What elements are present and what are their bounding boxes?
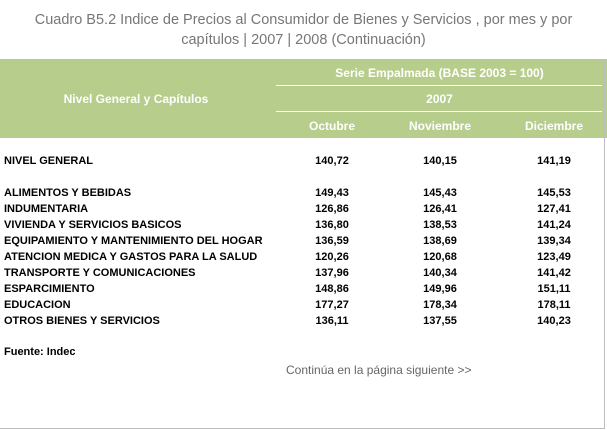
month-header-octubre: Octubre [308,118,355,133]
row-label: EQUIPAMIENTO Y MANTENIMIENTO DEL HOGAR [4,235,263,247]
frame-right-border [604,59,605,429]
cell-octubre: 136,80 [315,219,349,231]
month-header-diciembre: Diciembre [524,118,584,133]
table-row: INDUMENTARIA 126,86 126,41 127,41 [0,201,607,217]
row-label: INDUMENTARIA [4,203,89,215]
cell-diciembre: 123,49 [537,251,571,263]
cell-octubre: 177,27 [315,299,349,311]
row-label: ATENCION MEDICA Y GASTOS PARA LA SALUD [4,251,258,263]
cell-noviembre: 140,34 [423,267,457,279]
row-label: ESPARCIMIENTO [4,283,95,295]
row-label: VIVIENDA Y SERVICIOS BASICOS [4,219,182,231]
row-label-header: Nivel General y Capítulos [63,91,209,106]
cell-noviembre: 120,68 [423,251,457,263]
cell-diciembre: 140,23 [537,315,571,327]
table-row: NIVEL GENERAL 140,72 140,15 141,19 [0,153,607,169]
cell-octubre: 136,11 [315,315,349,327]
table-row: ESPARCIMIENTO 148,86 149,96 151,11 [0,281,607,297]
row-label: EDUCACION [4,299,71,311]
cell-octubre: 120,26 [315,251,349,263]
row-label: ALIMENTOS Y BEBIDAS [4,187,132,199]
table-row: ATENCION MEDICA Y GASTOS PARA LA SALUD 1… [0,249,607,265]
cell-diciembre: 145,53 [537,187,571,199]
table-row: ALIMENTOS Y BEBIDAS 149,43 145,43 145,53 [0,185,607,201]
cell-diciembre: 141,42 [537,267,571,279]
cell-noviembre: 145,43 [423,187,457,199]
cell-octubre: 126,86 [315,203,349,215]
cell-octubre: 140,72 [315,155,349,167]
cell-diciembre: 151,11 [537,283,571,295]
cell-octubre: 148,86 [315,283,349,295]
frame-bottom-border [0,428,605,429]
table-row: OTROS BIENES Y SERVICIOS 136,11 137,55 1… [0,313,607,329]
cell-diciembre: 178,11 [537,299,571,311]
title-line-1: Cuadro B5.2 Indice de Precios al Consumi… [34,12,573,28]
header-divider-1 [276,85,602,86]
year-header: 2007 [426,91,453,106]
row-label: NIVEL GENERAL [4,155,94,167]
table-row: VIVIENDA Y SERVICIOS BASICOS 136,80 138,… [0,217,607,233]
row-label: TRANSPORTE Y COMUNICACIONES [4,267,196,279]
cell-noviembre: 138,69 [423,235,457,247]
table-row: EDUCACION 177,27 178,34 178,11 [0,297,607,313]
series-header: Serie Empalmada (BASE 2003 = 100) [335,65,544,80]
next-page-link[interactable]: Continúa en la página siguiente >> [286,363,472,377]
title-line-2: capítulos | 2007 | 2008 (Continuación) [181,32,426,48]
table-row: TRANSPORTE Y COMUNICACIONES 137,96 140,3… [0,265,607,281]
cell-noviembre: 138,53 [423,219,457,231]
cell-noviembre: 126,41 [423,203,457,215]
month-header-noviembre: Noviembre [408,118,472,133]
row-label: OTROS BIENES Y SERVICIOS [4,315,160,327]
cell-diciembre: 127,41 [537,203,571,215]
cell-octubre: 137,96 [315,267,349,279]
cell-octubre: 136,59 [315,235,349,247]
cell-diciembre: 139,34 [537,235,571,247]
header-divider-2 [276,111,602,112]
table-header: Nivel General y Capítulos Serie Empalmad… [0,59,607,138]
cell-diciembre: 141,24 [537,219,571,231]
table-title: Cuadro B5.2 Indice de Precios al Consumi… [0,10,607,50]
table-row: EQUIPAMIENTO Y MANTENIMIENTO DEL HOGAR 1… [0,233,607,249]
cell-noviembre: 149,96 [423,283,457,295]
cell-noviembre: 140,15 [423,155,457,167]
cell-octubre: 149,43 [315,187,349,199]
cell-noviembre: 137,55 [423,315,457,327]
cell-diciembre: 141,19 [537,155,571,167]
source-note: Fuente: Indec [4,346,76,358]
cell-noviembre: 178,34 [423,299,457,311]
